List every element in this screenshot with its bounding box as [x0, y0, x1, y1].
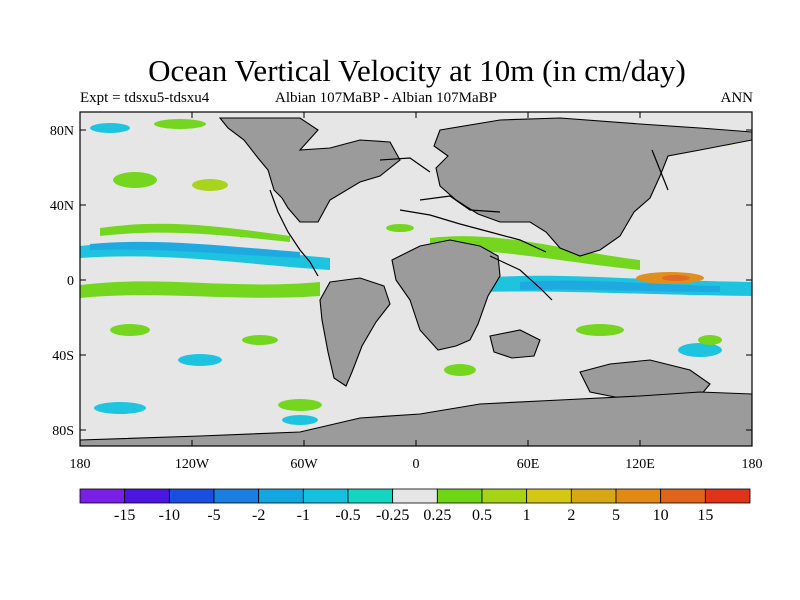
colorbar-label: 1: [522, 507, 531, 524]
colorbar-swatch: [79, 488, 126, 504]
lon-label-60w: 60W: [290, 457, 318, 472]
colorbar-label: -1: [296, 507, 310, 524]
colorbar-label: -0.25: [375, 507, 410, 524]
north-america: [218, 117, 401, 223]
coastlines: [269, 149, 669, 301]
period-label: Albian 107MaBP - Albian 107MaBP: [275, 90, 497, 106]
colorbar-label: -0.5: [335, 507, 361, 524]
experiment-label: Expt = tdsxu5-tdsxu4: [80, 90, 210, 106]
colorbar-swatch: [347, 488, 394, 504]
colorbar-swatch: [481, 488, 528, 504]
lon-label-60e: 60E: [517, 457, 540, 472]
pacific-north-green: [100, 223, 290, 242]
antarctica: [80, 391, 752, 446]
lon-label-180w: 180: [70, 457, 91, 472]
colorbar-swatch: [392, 488, 438, 504]
lon-label-120e: 120E: [625, 457, 655, 472]
colorbar: [79, 488, 751, 504]
south-america: [319, 277, 391, 387]
equatorial-green-band: [80, 281, 320, 298]
colorbar-swatch: [660, 488, 706, 504]
colorbar-swatch: [436, 488, 483, 504]
colorbar-swatch: [213, 488, 260, 504]
colorbar-swatch: [302, 488, 349, 504]
lat-label-40n: 40N: [50, 199, 74, 214]
africa: [391, 239, 501, 351]
colorbar-label: 0.5: [472, 507, 492, 524]
lat-label-80n: 80N: [50, 124, 74, 139]
colorbar-label: -10: [158, 507, 180, 524]
lat-label-80s: 80S: [52, 424, 74, 439]
longitude-labels: 180 120W 60W 0 60E 120E 180: [70, 457, 763, 472]
colorbar-swatch: [704, 488, 751, 504]
lon-label-0: 0: [413, 457, 420, 472]
india: [489, 329, 541, 359]
tick-marks: [80, 112, 752, 446]
colorbar-swatch: [615, 488, 662, 504]
colorbar-swatch: [168, 488, 215, 504]
lon-label-120w: 120W: [175, 457, 210, 472]
latitude-labels: 80N 40N 0 40S 80S: [50, 124, 74, 439]
colorbar-label: -5: [207, 507, 221, 524]
lat-label-0: 0: [67, 274, 74, 289]
indian-ocean-band: [430, 236, 640, 270]
colorbar-label: 15: [697, 507, 714, 524]
colorbar-label: 5: [612, 507, 620, 524]
colorbar-label: 2: [567, 507, 576, 524]
colorbar-swatch: [526, 488, 572, 504]
colorbar-label: -2: [251, 507, 266, 524]
colorbar-swatch: [124, 488, 170, 504]
colorbar-swatch: [258, 488, 304, 504]
plot-title: Ocean Vertical Velocity at 10m (in cm/da…: [148, 53, 686, 88]
lat-label-40s: 40S: [52, 349, 74, 364]
velocity-field: [80, 117, 752, 446]
eurasia: [433, 117, 752, 257]
colorbar-label: 10: [652, 507, 669, 524]
equatorial-blue-band: [90, 241, 300, 258]
west-pacific-core: [662, 275, 690, 281]
lon-label-180e: 180: [742, 457, 763, 472]
eq-east-blue: [520, 280, 720, 292]
colorbar-label: 0.25: [423, 507, 452, 524]
season-label: ANN: [720, 90, 754, 106]
land-masses: [80, 117, 752, 446]
australia: [579, 359, 711, 403]
colorbar-swatch: [570, 488, 617, 504]
colorbar-label: -15: [113, 507, 136, 524]
